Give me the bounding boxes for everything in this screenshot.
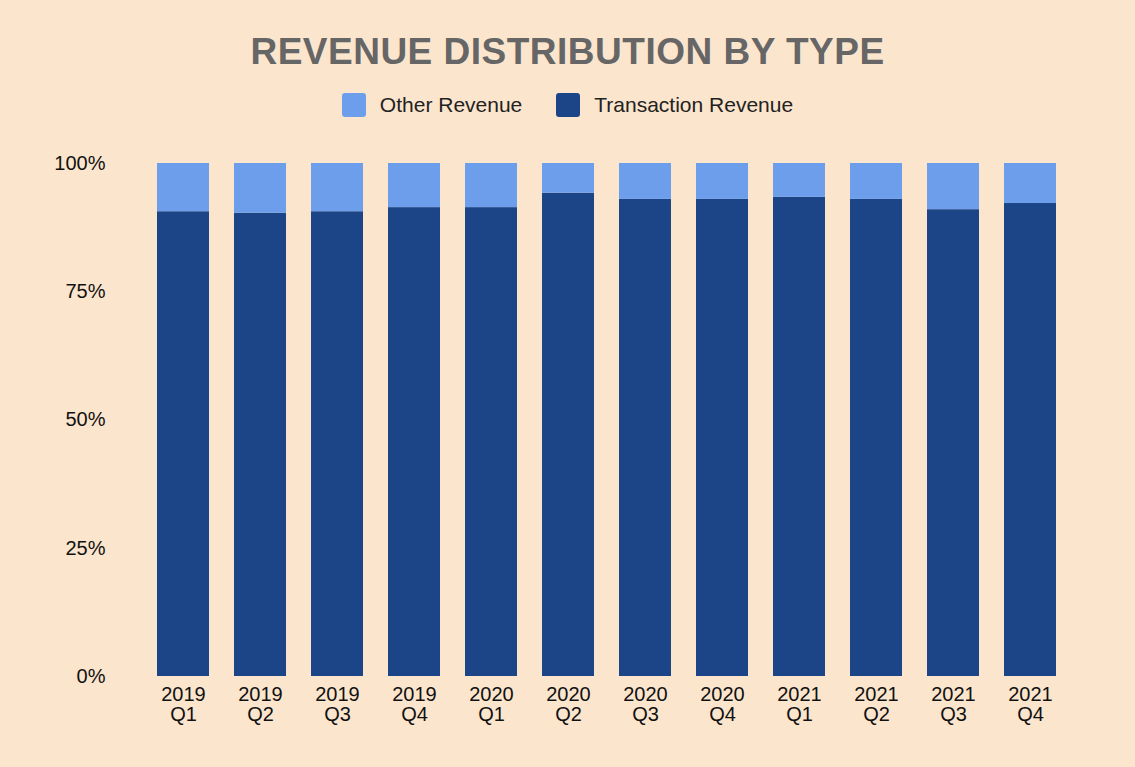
svg-text:2021Q3: 2021Q3 <box>931 683 976 725</box>
svg-text:75%: 75% <box>65 280 105 302</box>
svg-text:2020Q1: 2020Q1 <box>469 683 514 725</box>
svg-text:2020Q4: 2020Q4 <box>700 683 745 725</box>
svg-text:2021Q2: 2021Q2 <box>854 683 899 725</box>
svg-text:2021Q1: 2021Q1 <box>777 683 822 725</box>
html-text:Other Revenue: Other Revenue <box>379 93 523 116</box>
svg-text:2019Q3: 2019Q3 <box>315 683 360 725</box>
svg-text:2019Q4: 2019Q4 <box>392 683 437 725</box>
svg-text:25%: 25% <box>65 537 105 559</box>
svg-text:2020Q2: 2020Q2 <box>546 683 591 725</box>
svg-text:50%: 50% <box>65 408 105 430</box>
svg-text:2020Q3: 2020Q3 <box>623 683 668 725</box>
svg-text:2019Q1: 2019Q1 <box>161 683 206 725</box>
html-text:REVENUE DISTRIBUTION BY TYPE: REVENUE DISTRIBUTION BY TYPE <box>250 31 885 72</box>
svg-text:100%: 100% <box>54 152 105 174</box>
svg-text:0%: 0% <box>77 665 106 687</box>
svg-text:2021Q4: 2021Q4 <box>1008 683 1053 725</box>
svg-text:2019Q2: 2019Q2 <box>238 683 283 725</box>
html-text:Transaction Revenue: Transaction Revenue <box>594 93 794 116</box>
